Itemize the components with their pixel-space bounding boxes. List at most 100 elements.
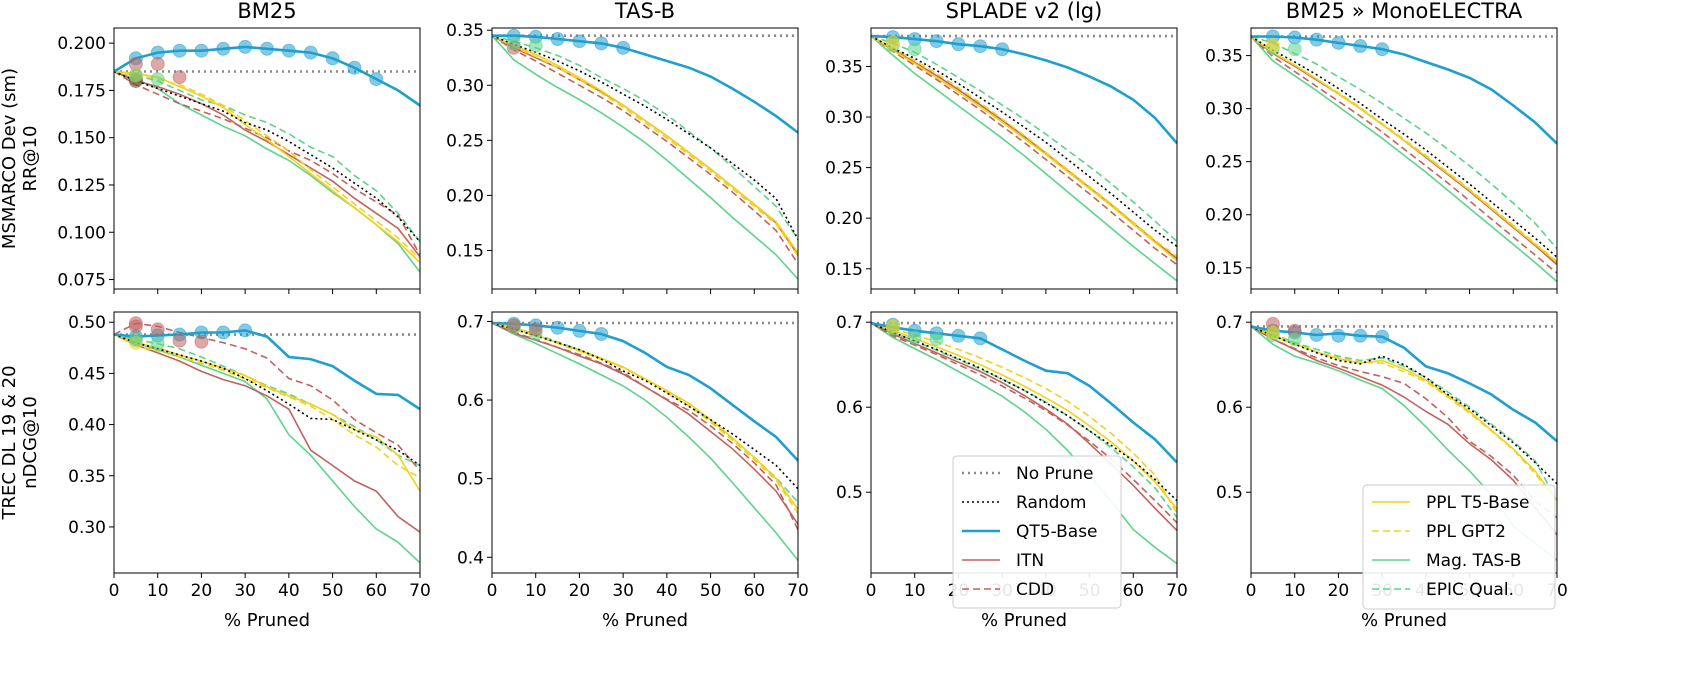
y-tick-label: 0.35 <box>825 57 863 77</box>
series-line-itn <box>114 70 420 258</box>
series-line-cdd <box>114 322 420 472</box>
marker-epic-qual <box>128 68 143 83</box>
series-line-ppl-t5-base <box>114 70 420 264</box>
marker-cdd <box>128 316 143 331</box>
x-tick-label: 0 <box>487 581 498 601</box>
x-axis-label: % Pruned <box>602 610 688 631</box>
x-tick-label: 40 <box>656 581 678 601</box>
series-line-itn <box>1251 35 1557 266</box>
marker-qt5-base <box>216 41 231 56</box>
legend-label-itn: ITN <box>1016 551 1044 571</box>
marker-qt5-base <box>594 36 609 51</box>
y-tick-label: 0.20 <box>1205 206 1243 226</box>
y-tick-label: 0.5 <box>836 483 863 503</box>
marker-qt5-base <box>172 43 187 58</box>
series-line-random <box>1251 35 1557 258</box>
y-tick-label: 0.4 <box>457 548 484 568</box>
series-line-mag-tas-b <box>871 35 1177 282</box>
y-tick-label: 0.35 <box>1205 47 1243 67</box>
axes-frame <box>1250 27 1558 290</box>
series-line-cdd <box>492 322 798 531</box>
y-tick-label: 0.30 <box>1205 100 1243 120</box>
legend-label-mag-tas-b: Mag. TAS-B <box>1426 551 1521 571</box>
series-line-ppl-t5-base <box>492 322 798 510</box>
x-axis-label: % Pruned <box>224 610 310 631</box>
x-tick-label: 70 <box>787 581 809 601</box>
series-line-qt5-base <box>492 321 798 462</box>
panel-title: BM25 » MonoELECTRA <box>1286 0 1523 23</box>
y-tick-label: 0.100 <box>57 223 106 243</box>
y-tick-label: 0.35 <box>446 21 484 41</box>
marker-epic-qual <box>150 336 165 351</box>
series-line-qt5-base <box>492 34 798 134</box>
y-tick-label: 0.7 <box>836 313 863 333</box>
series-line-cdd <box>114 70 420 256</box>
y-axis-label: nDCG@10 <box>20 396 41 489</box>
marker-qt5-base <box>303 45 318 60</box>
series-line-ppl-gpt2 <box>114 333 420 479</box>
marker-epic-qual <box>128 332 143 347</box>
marker-qt5-base <box>1331 328 1346 343</box>
series-line-itn <box>114 333 420 533</box>
marker-qt5-base <box>951 37 966 52</box>
y-tick-label: 0.5 <box>1216 483 1243 503</box>
marker-qt5-base <box>572 323 587 338</box>
axes-frame <box>491 27 799 290</box>
x-tick-label: 60 <box>1122 581 1144 601</box>
marker-mag-tas-b <box>1287 332 1302 347</box>
series-line-cdd <box>871 322 1177 524</box>
series-line-random <box>492 322 798 490</box>
marker-qt5-base <box>1309 327 1324 342</box>
panel-5: 0 10 20 30 40 50 60 70 0.30 0.35 0.40 0.45 0.50 % Pru… <box>0 311 431 631</box>
y-tick-label: 0.15 <box>825 260 863 280</box>
series-line-random <box>1251 325 1557 485</box>
x-tick-label: 50 <box>700 581 722 601</box>
series-line-ppl-gpt2 <box>871 322 1177 514</box>
legend-label-cdd: CDD <box>1016 580 1054 600</box>
series-line-ppl-gpt2 <box>871 35 1177 258</box>
marker-ppl-gpt2 <box>885 319 900 334</box>
x-tick-label: 20 <box>191 581 213 601</box>
series-line-qt5-base <box>1251 325 1557 443</box>
panel-3: SPLADE v2 (lg) 0.15 0.20 0.25 0.30 0.35 <box>825 0 1178 294</box>
marker-qt5-base <box>550 320 565 335</box>
legend-2: PPL T5-Base PPL GPT2 Mag. TAS-B EPIC Qual. <box>1362 484 1556 610</box>
y-tick-label: 0.075 <box>57 271 106 291</box>
y-tick-label: 0.50 <box>68 313 106 333</box>
marker-mag-tas-b <box>1287 42 1302 57</box>
y-tick-label: 0.25 <box>825 159 863 179</box>
marker-qt5-base <box>260 41 274 56</box>
marker-qt5-base <box>1331 35 1346 50</box>
marker-itn <box>172 333 187 348</box>
x-tick-label: 10 <box>1284 581 1306 601</box>
legend-box <box>1362 484 1556 610</box>
marker-mag-tas-b <box>907 42 922 57</box>
series-line-ppl-gpt2 <box>114 70 420 260</box>
marker-qt5-base <box>281 43 296 58</box>
y-tick-label: 0.30 <box>446 76 484 96</box>
axes-frame <box>491 311 799 574</box>
marker-qt5-base <box>216 325 231 340</box>
marker-qt5-base <box>369 72 384 87</box>
x-axis-label: % Pruned <box>981 610 1067 631</box>
series-line-ppl-t5-base <box>492 34 798 254</box>
x-tick-label: 10 <box>525 581 547 601</box>
series-line-itn <box>492 34 798 256</box>
marker-qt5-base <box>194 43 209 58</box>
panel-4: BM25 » MonoELECTRA 0.15 0.20 0.25 0.30 0.35 <box>1205 0 1558 294</box>
marker-qt5-base <box>995 42 1010 57</box>
marker-qt5-base <box>550 32 565 47</box>
series-line-ppl-t5-base <box>114 333 420 492</box>
y-axis-label: TREC DL 19 & 20 <box>0 365 20 520</box>
y-tick-label: 0.7 <box>1216 313 1243 333</box>
legend-label-epic-qual: EPIC Qual. <box>1426 580 1514 600</box>
series-line-epic-qual <box>1251 325 1557 502</box>
marker-itn <box>150 56 165 71</box>
y-tick-label: 0.15 <box>1205 259 1243 279</box>
series-line-itn <box>871 35 1177 260</box>
marker-qt5-base <box>594 327 609 342</box>
y-tick-label: 0.25 <box>446 131 484 151</box>
legend-label-no-prune: No Prune <box>1016 464 1093 484</box>
series-line-cdd <box>492 35 798 265</box>
